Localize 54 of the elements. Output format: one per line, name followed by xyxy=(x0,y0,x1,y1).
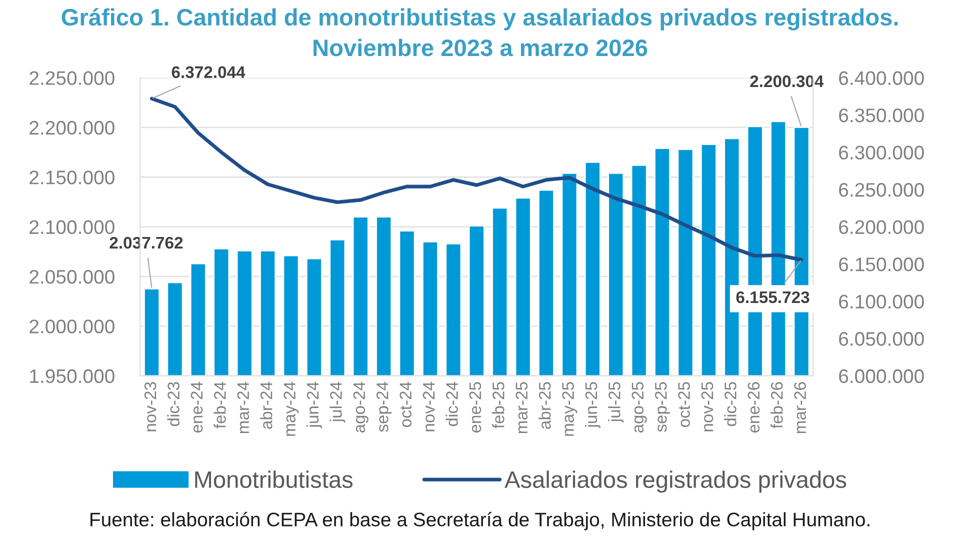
chart-title: Gráfico 1. Cantidad de monotributistas y asalariados privados registrados. xyxy=(62,8,898,30)
y2-tick-label: 6.100.000 xyxy=(839,294,924,309)
y-tick-label: 2.200.000 xyxy=(30,120,114,135)
x-tick-label: jul-25 xyxy=(608,382,624,423)
x-tick-label: nov-24 xyxy=(422,382,435,432)
y-tick-label: 2.150.000 xyxy=(30,170,114,184)
x-tick-label: dic-23 xyxy=(167,382,180,426)
x-tick-label: jun-25 xyxy=(584,382,600,428)
x-tick-label: mar-24 xyxy=(237,382,250,434)
data-label: 2.037.762 xyxy=(110,236,183,249)
x-tick-label: sep-24 xyxy=(376,382,392,432)
data-label: 2.200.304 xyxy=(750,75,824,88)
x-tick-label: nov-25 xyxy=(701,382,714,432)
x-tick-label: may-25 xyxy=(562,382,578,436)
x-tick-label: dic-24 xyxy=(446,382,458,426)
y2-tick-label: 6.300.000 xyxy=(839,146,924,160)
x-tick-label: ago-25 xyxy=(632,382,647,433)
x-tick-label: dic-25 xyxy=(724,382,736,426)
x-tick-label: ene-24 xyxy=(190,382,203,433)
y2-tick-label: 6.200.000 xyxy=(839,220,924,234)
y-tick-label: 2.100.000 xyxy=(30,220,114,234)
x-tick-label: jul-24 xyxy=(330,382,346,423)
x-tick-label: nov-23 xyxy=(144,382,156,432)
data-label: 6.155.723 xyxy=(736,291,810,304)
x-tick-label: ene-26 xyxy=(748,382,760,433)
x-tick-label: mar-25 xyxy=(516,382,528,434)
x-tick-label: mar-26 xyxy=(794,382,806,434)
x-tick-label: jun-24 xyxy=(306,382,322,428)
y-tick-label: 2.250.000 xyxy=(30,71,114,85)
legend-label: Monotributistas xyxy=(195,470,353,488)
x-tick-label: oct-25 xyxy=(678,382,690,428)
x-tick-label: feb-26 xyxy=(770,382,783,428)
y-tick-label: 1.950.000 xyxy=(30,369,114,384)
x-tick-label: abr-24 xyxy=(260,382,272,429)
x-tick-label: sep-25 xyxy=(654,382,670,432)
x-tick-label: oct-24 xyxy=(400,382,412,428)
y2-tick-label: 6.050.000 xyxy=(839,332,924,346)
y2-tick-label: 6.150.000 xyxy=(839,258,924,272)
chart-subtitle: Noviembre 2023 a marzo 2026 xyxy=(314,38,648,56)
x-tick-label: feb-25 xyxy=(492,382,504,428)
legend-label: Asalariados registrados privados xyxy=(504,470,846,493)
y2-tick-label: 6.400.000 xyxy=(839,71,924,85)
y-tick-label: 2.000.000 xyxy=(30,320,114,334)
y2-tick-label: 6.250.000 xyxy=(839,183,924,197)
y-tick-label: 2.050.000 xyxy=(30,270,114,284)
y2-tick-label: 6.000.000 xyxy=(839,369,924,384)
x-tick-label: feb-24 xyxy=(214,382,226,428)
data-label: 6.372.044 xyxy=(172,66,246,78)
y2-tick-label: 6.350.000 xyxy=(839,108,924,122)
source-note: Fuente: elaboración CEPA en base a Secretaría de Trabajo, Ministerio de Capital Humano. xyxy=(90,512,870,530)
x-tick-label: ago-24 xyxy=(353,382,368,433)
x-tick-label: ene-25 xyxy=(469,382,482,433)
x-tick-label: may-24 xyxy=(284,382,299,436)
x-tick-label: abr-25 xyxy=(538,382,551,429)
